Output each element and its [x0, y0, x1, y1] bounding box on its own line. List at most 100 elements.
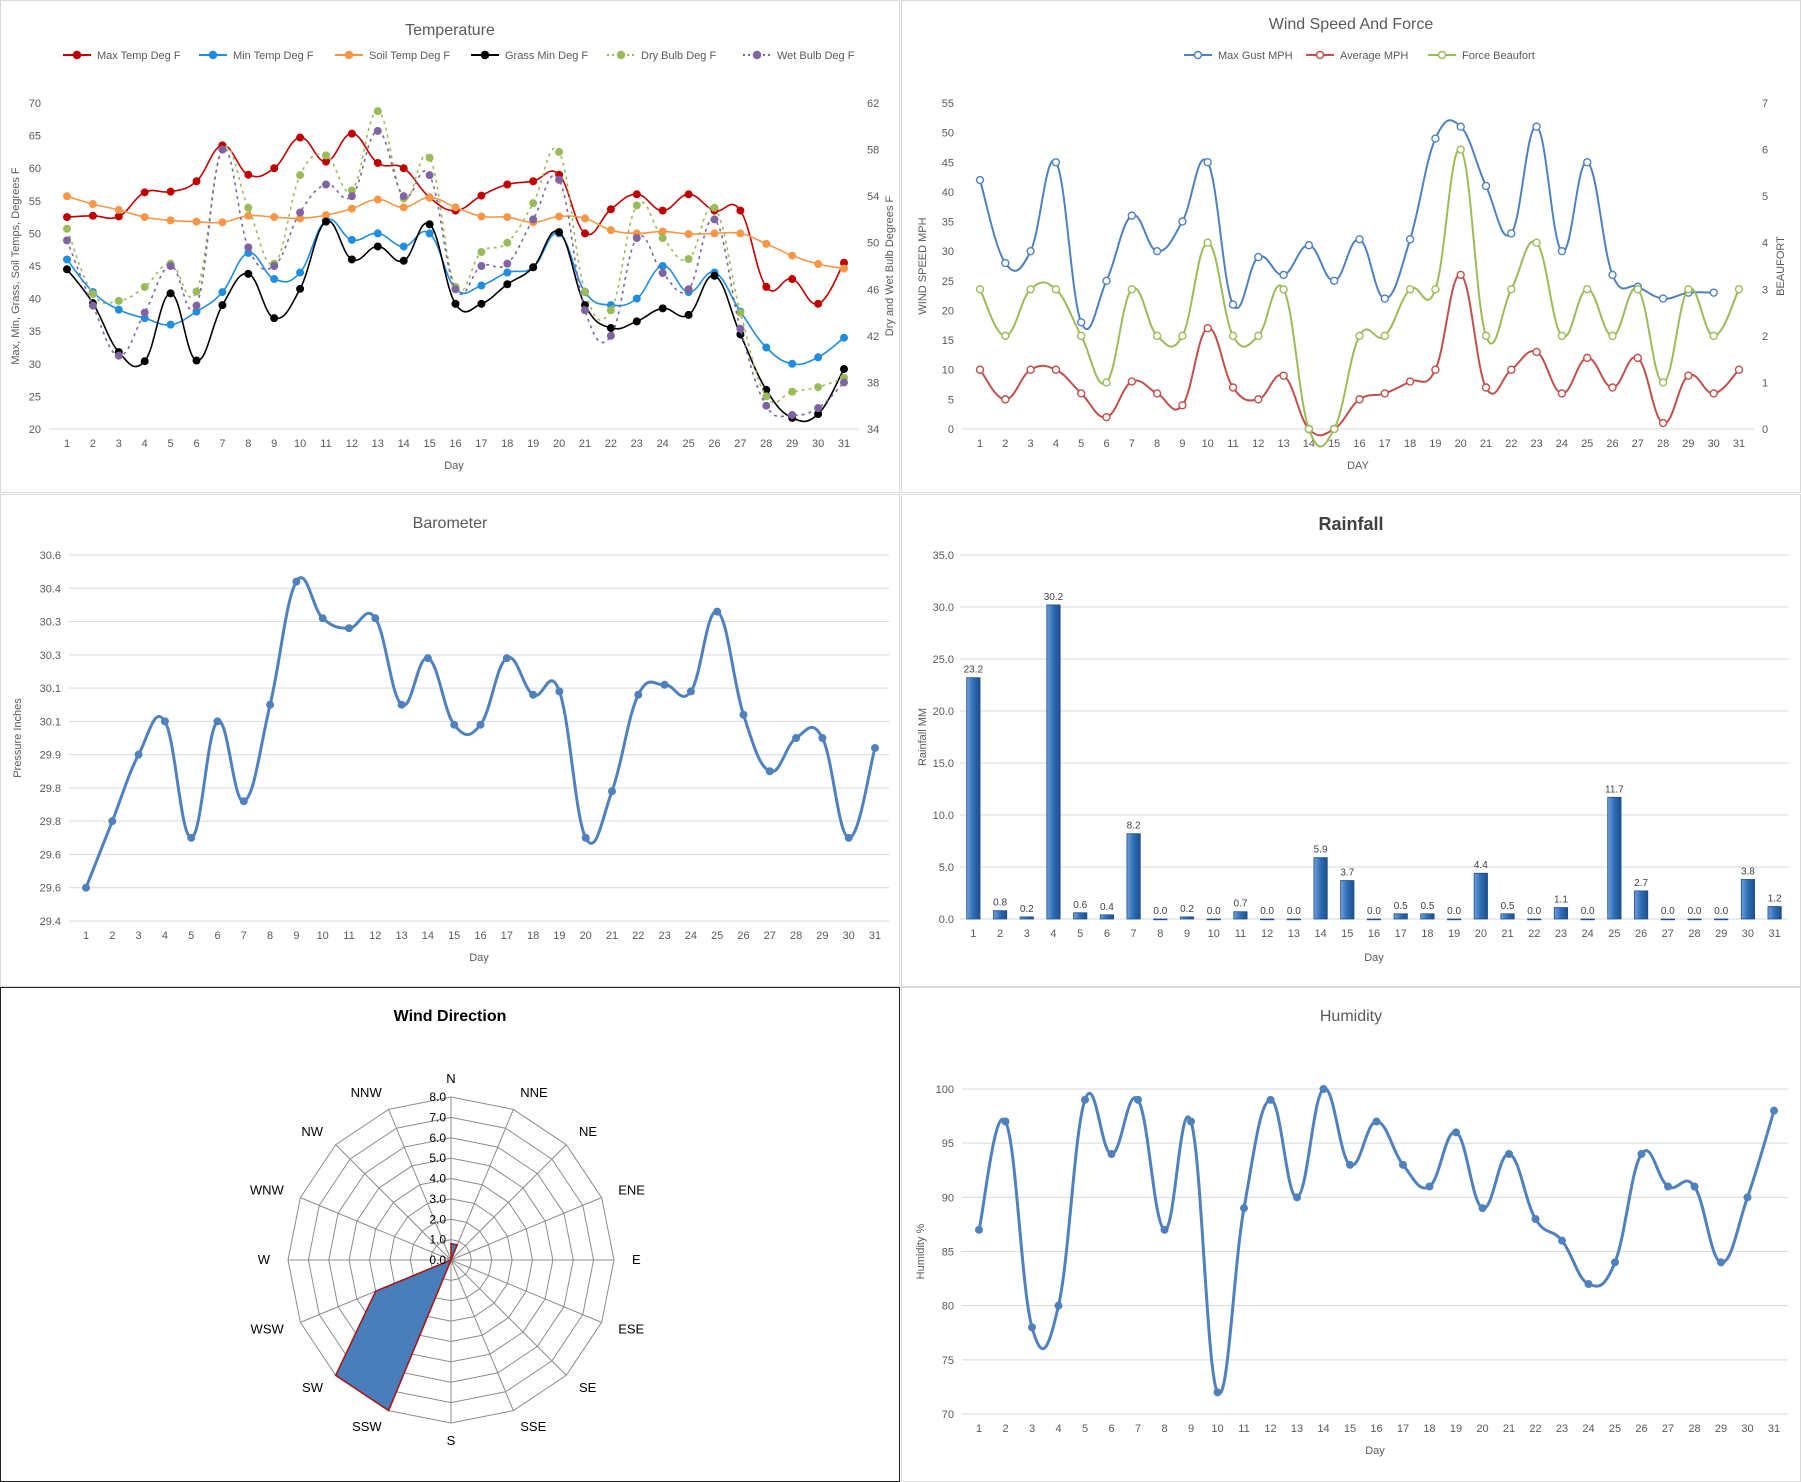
radial-tick-label: 5.0	[429, 1151, 446, 1165]
data-point	[1405, 377, 1415, 386]
legend-marker	[1193, 50, 1203, 60]
data-point	[1026, 365, 1035, 374]
x-tick-label: 18	[1423, 1423, 1435, 1435]
data-point	[1054, 1301, 1063, 1310]
data-point	[399, 256, 408, 265]
y2-tick-label: 1	[1762, 377, 1768, 389]
data-point	[581, 287, 589, 296]
x-tick-label: 29	[1715, 928, 1727, 940]
data-point	[114, 296, 123, 305]
x-tick-label: 17	[501, 930, 513, 942]
x-tick-label: 8	[245, 438, 251, 450]
data-label: 0.2	[1020, 904, 1034, 915]
legend-marker	[1437, 50, 1447, 60]
series-grass-min-deg-f	[63, 217, 848, 423]
series-line	[66, 132, 845, 305]
data-point	[739, 710, 748, 719]
y-tick-label: 10.0	[933, 810, 954, 822]
x-tick-label: 6	[193, 438, 199, 450]
legend-item-grass-min-deg-f: Grass Min Deg F	[471, 50, 588, 62]
x-tick-label: 16	[474, 930, 486, 942]
bar	[1366, 918, 1382, 921]
x-tick-label: 12	[346, 438, 358, 450]
y-tick-label: 35	[942, 217, 954, 229]
bar	[1099, 914, 1114, 920]
data-point	[1293, 1193, 1301, 1202]
data-point	[1076, 389, 1086, 398]
x-tick-label: 21	[606, 930, 618, 942]
data-point	[1127, 377, 1137, 386]
data-point	[581, 229, 589, 238]
data-point	[347, 255, 356, 264]
x-tick-label: 16	[449, 438, 461, 450]
wind-svg: Wind Speed And Force05101520253035404550…	[917, 16, 1787, 472]
legend-marker	[480, 50, 490, 60]
data-label: 0.6	[1073, 900, 1087, 911]
radial-tick-label: 8.0	[429, 1090, 446, 1104]
data-point	[684, 285, 693, 294]
data-point	[684, 255, 693, 264]
data-point	[114, 205, 123, 214]
data-point	[1380, 294, 1389, 303]
series-line	[979, 273, 1740, 437]
data-point	[1081, 1095, 1089, 1104]
x-tick-label: 27	[764, 930, 776, 942]
data-point	[1481, 383, 1491, 392]
data-point	[788, 359, 797, 368]
x-tick-label: 18	[1404, 438, 1416, 450]
x-tick-label: 19	[1448, 928, 1460, 940]
data-point	[1372, 1117, 1381, 1126]
legend-label: Max Gust MPH	[1218, 50, 1293, 62]
data-point	[1505, 1150, 1513, 1158]
data-point	[814, 383, 823, 392]
data-point	[347, 204, 356, 213]
series-barometer	[82, 576, 879, 892]
x-tick-label: 13	[1288, 928, 1300, 940]
data-point	[1355, 331, 1364, 341]
y-tick-label: 35.0	[933, 550, 954, 562]
direction-label: NNE	[520, 1085, 548, 1100]
y2-axis-title: BEAUFORT	[1775, 236, 1787, 296]
x-tick-label: 19	[1429, 438, 1441, 450]
data-label: 0.5	[1394, 901, 1408, 912]
data-point	[736, 229, 745, 238]
data-label: 5.9	[1314, 845, 1328, 856]
radar-spoke	[300, 1197, 452, 1261]
data-point	[373, 158, 382, 167]
data-point	[266, 700, 275, 709]
x-tick-label: 25	[711, 930, 723, 942]
x-tick-label: 1	[970, 928, 976, 940]
data-point	[765, 767, 774, 776]
data-point	[1431, 365, 1440, 374]
x-tick-label: 4	[162, 930, 168, 942]
data-point	[529, 199, 538, 208]
data-label: 0.4	[1100, 902, 1114, 913]
data-point	[1026, 246, 1035, 256]
data-point	[1743, 1193, 1752, 1202]
x-tick-label: 19	[1450, 1423, 1462, 1435]
data-point	[477, 212, 486, 221]
y2-tick-label: 38	[867, 377, 879, 389]
data-point	[192, 356, 201, 365]
rainfall-svg: Rainfall0.05.010.015.020.025.030.035.023…	[917, 514, 1788, 964]
y-tick-label: 30.6	[40, 550, 61, 562]
data-point	[1203, 158, 1212, 167]
data-point	[192, 301, 201, 310]
data-point	[1456, 145, 1465, 154]
data-point	[1380, 331, 1389, 341]
data-point	[477, 248, 486, 257]
y-tick-label: 29.6	[40, 883, 61, 895]
legend-item-average-mph: Average MPH	[1306, 50, 1408, 62]
data-point	[658, 206, 667, 215]
x-tick-label: 28	[1688, 928, 1700, 940]
data-point	[373, 242, 382, 251]
chart-title: Temperature	[405, 22, 495, 39]
data-point	[555, 212, 564, 221]
data-point	[1684, 371, 1693, 380]
data-label: 0.0	[1153, 906, 1167, 917]
barometer-svg: Barometer 29.4 29.6 29.6 29.8 29.8 29.9 30.1 30.…	[12, 515, 889, 964]
data-point	[1051, 285, 1061, 294]
data-point	[1304, 241, 1314, 250]
x-tick-label: 4	[1055, 1423, 1061, 1435]
data-point	[270, 314, 279, 323]
